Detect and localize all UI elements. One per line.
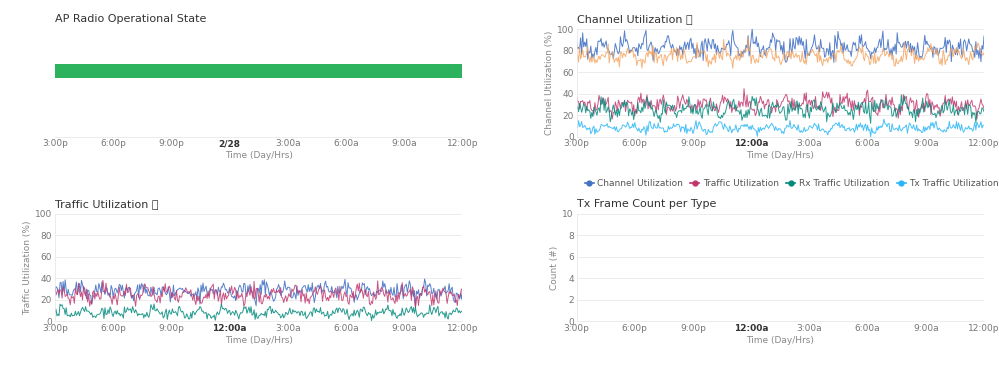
Y-axis label: Traffic Utilization (%): Traffic Utilization (%) [23, 220, 32, 315]
Legend: Channel Utilization, Traffic Utilization, Rx Traffic Utilization, Tx Traffic Uti: Channel Utilization, Traffic Utilization… [581, 176, 999, 192]
Text: AP Radio Operational State: AP Radio Operational State [55, 14, 207, 24]
X-axis label: Time (Day/Hrs): Time (Day/Hrs) [746, 151, 814, 160]
X-axis label: Time (Day/Hrs): Time (Day/Hrs) [225, 151, 293, 160]
Text: Traffic Utilization ⓘ: Traffic Utilization ⓘ [55, 199, 159, 209]
Y-axis label: Channel Utilization (%): Channel Utilization (%) [544, 31, 553, 135]
X-axis label: Time (Day/Hrs): Time (Day/Hrs) [746, 336, 814, 345]
Y-axis label: Count (#): Count (#) [550, 245, 559, 290]
X-axis label: Time (Day/Hrs): Time (Day/Hrs) [225, 336, 293, 345]
Text: Tx Frame Count per Type: Tx Frame Count per Type [576, 199, 716, 209]
Text: Channel Utilization ⓘ: Channel Utilization ⓘ [576, 14, 692, 24]
Bar [55, 64, 463, 77]
